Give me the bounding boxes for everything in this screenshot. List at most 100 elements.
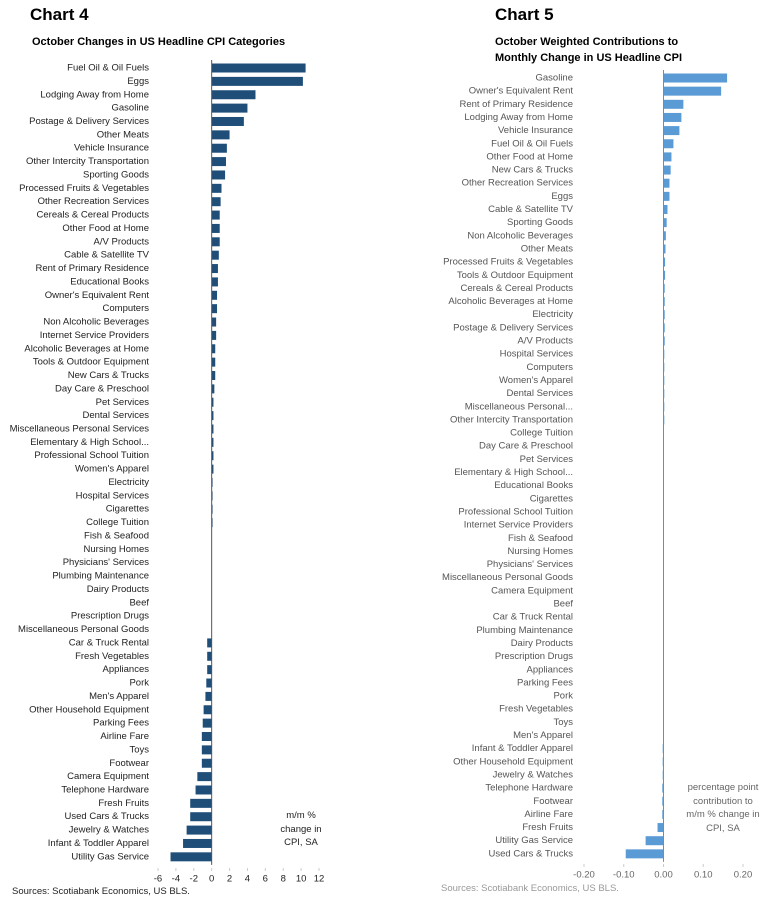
- category-label: Fresh Fruits: [98, 798, 149, 809]
- annotation: percentage point contribution to m/m % c…: [686, 782, 760, 834]
- category-label: Jewelry & Watches: [493, 769, 574, 780]
- category-label: Camera Equipment: [67, 771, 149, 782]
- category-label: Miscellaneous Personal Goods: [442, 572, 573, 583]
- x-tick-label: 0.20: [734, 870, 753, 881]
- category-label: Pork: [129, 678, 149, 689]
- category-label: Postage & Delivery Services: [29, 116, 149, 127]
- category-label: Men's Apparel: [513, 730, 573, 741]
- bar: [663, 218, 667, 228]
- x-tick-label: 10: [296, 874, 307, 885]
- x-tick-label: 0: [209, 874, 214, 885]
- bar: [170, 852, 212, 862]
- bar: [663, 178, 670, 188]
- category-label: Pet Services: [520, 454, 574, 465]
- bar: [207, 638, 212, 648]
- category-label: Other Household Equipment: [29, 704, 149, 715]
- bar: [211, 197, 221, 207]
- bar: [201, 732, 212, 741]
- annotation: m/m % change in CPI, SA: [280, 810, 322, 848]
- category-label: Beef: [129, 597, 149, 608]
- category-label: Airline Fare: [524, 809, 573, 820]
- x-tick-label: -0.10: [613, 870, 635, 881]
- x-tick-label: -6: [154, 874, 162, 885]
- bar: [201, 758, 212, 768]
- category-label: Hospital Services: [76, 490, 150, 501]
- category-label: Telephone Hardware: [485, 783, 573, 794]
- bar: [186, 825, 212, 835]
- category-label: Fuel Oil & Oil Fuels: [491, 138, 573, 149]
- bar: [663, 336, 665, 346]
- category-label: Eggs: [551, 191, 573, 202]
- bar: [663, 139, 674, 149]
- bar: [190, 812, 212, 822]
- category-label: Cigarettes: [530, 493, 574, 504]
- bar: [195, 785, 212, 795]
- category-label: Dairy Products: [511, 638, 574, 649]
- category-label: Professional School Tuition: [34, 450, 149, 461]
- category-label: Postage & Delivery Services: [453, 322, 573, 333]
- category-label: Physicians' Services: [487, 559, 574, 570]
- x-tick-label: -2: [190, 874, 198, 885]
- category-label: Other Recreation Services: [462, 178, 574, 189]
- category-label: Fresh Vegetables: [499, 704, 573, 715]
- category-label: Infant & Toddler Apparel: [48, 838, 149, 849]
- bar: [663, 165, 671, 175]
- category-label: Cable & Satellite TV: [64, 250, 150, 261]
- x-tick-label: 12: [314, 874, 325, 885]
- category-label: Day Care & Preschool: [479, 441, 573, 452]
- category-label: Nursing Homes: [84, 544, 150, 555]
- bar: [211, 451, 214, 461]
- category-label: Day Care & Preschool: [55, 383, 149, 394]
- bar: [211, 437, 214, 447]
- bar: [663, 231, 666, 241]
- category-label: Other Intercity Transportation: [26, 156, 149, 167]
- bar: [202, 718, 212, 728]
- category-label: Gasoline: [112, 103, 150, 114]
- bar: [662, 783, 664, 793]
- category-label: Other Meats: [97, 129, 150, 140]
- category-label: Telephone Hardware: [61, 784, 149, 795]
- bar: [207, 665, 212, 675]
- x-tick-label: 4: [245, 874, 250, 885]
- bar: [211, 464, 214, 474]
- x-tick-label: -0.20: [573, 870, 595, 881]
- bar: [211, 157, 226, 167]
- category-label: Eggs: [127, 76, 149, 87]
- category-label: Appliances: [103, 664, 150, 675]
- bar: [211, 290, 218, 300]
- bar: [206, 678, 212, 688]
- category-label: Used Cars & Trucks: [65, 811, 150, 822]
- category-label: Plumbing Maintenance: [52, 571, 149, 582]
- category-label: Other Recreation Services: [38, 196, 150, 207]
- bar: [211, 344, 216, 354]
- category-label: Physicians' Services: [63, 557, 150, 568]
- category-label: Dental Services: [506, 388, 573, 399]
- category-label: College Tuition: [510, 428, 573, 439]
- category-label: Fresh Fruits: [522, 822, 573, 833]
- bar: [657, 823, 664, 833]
- bar: [211, 76, 303, 86]
- category-label: Lodging Away from Home: [40, 89, 149, 100]
- category-label: Tools & Outdoor Equipment: [457, 270, 574, 281]
- category-label: New Cars & Trucks: [492, 165, 574, 176]
- bar: [663, 86, 722, 96]
- category-label: Camera Equipment: [491, 585, 573, 596]
- bar: [211, 250, 219, 260]
- bar: [211, 210, 220, 220]
- category-label: Fresh Vegetables: [75, 651, 149, 662]
- category-label: Women's Apparel: [75, 464, 149, 475]
- category-label: Sporting Goods: [507, 217, 573, 228]
- bar: [211, 237, 220, 247]
- bar: [211, 130, 230, 140]
- category-label: Other Intercity Transportation: [450, 414, 573, 425]
- category-label: Parking Fees: [93, 718, 149, 729]
- source: Sources: Scotiabank Economics, US BLS.: [441, 883, 619, 894]
- x-tick-label: -4: [172, 874, 180, 885]
- bar: [663, 152, 672, 162]
- bar: [197, 772, 212, 782]
- category-label: Cereals & Cereal Products: [37, 210, 150, 221]
- bar: [211, 264, 218, 274]
- bar: [211, 330, 217, 340]
